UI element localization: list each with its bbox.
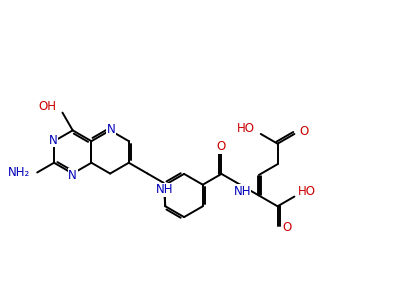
Text: O: O <box>282 221 292 234</box>
Text: O: O <box>299 125 308 139</box>
Text: N: N <box>107 123 116 136</box>
Text: NH: NH <box>233 185 251 198</box>
Text: OH: OH <box>38 100 56 113</box>
Text: NH₂: NH₂ <box>8 166 30 179</box>
Text: N: N <box>68 169 77 182</box>
Text: O: O <box>217 140 226 153</box>
Text: HO: HO <box>298 185 316 198</box>
Text: N: N <box>49 134 58 147</box>
Text: HO: HO <box>237 122 255 135</box>
Text: NH: NH <box>156 183 173 196</box>
